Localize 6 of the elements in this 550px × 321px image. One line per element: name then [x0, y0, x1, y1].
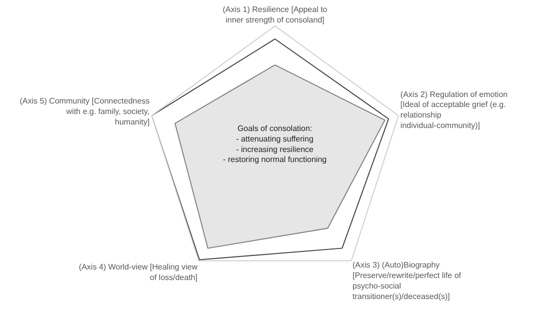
spoke-label: (Axis 5) Community [Connectedness with e.g. family, society, humanity]: [20, 96, 150, 126]
spoke-label: (Axis 2) Regulation of emotion [Ideal of acceptable grief (e.g. relationship individual-community)]: [400, 90, 508, 130]
spoke-label: (Axis 4) World-view [Healing view of loss/death]: [78, 262, 198, 282]
spoke-label: (Axis 3) (Auto)Biography [Preserve/rewrite/perfect life of psycho-social transitioner(s)/deceased(s)]: [352, 260, 462, 301]
text: Goals of consolation: - attenuating suffering - increasing resilience - restoring normal functioning: [223, 124, 327, 164]
spoke-label: (Axis 1) Resilience [Appeal to inner strength of consoland]: [222, 4, 328, 24]
